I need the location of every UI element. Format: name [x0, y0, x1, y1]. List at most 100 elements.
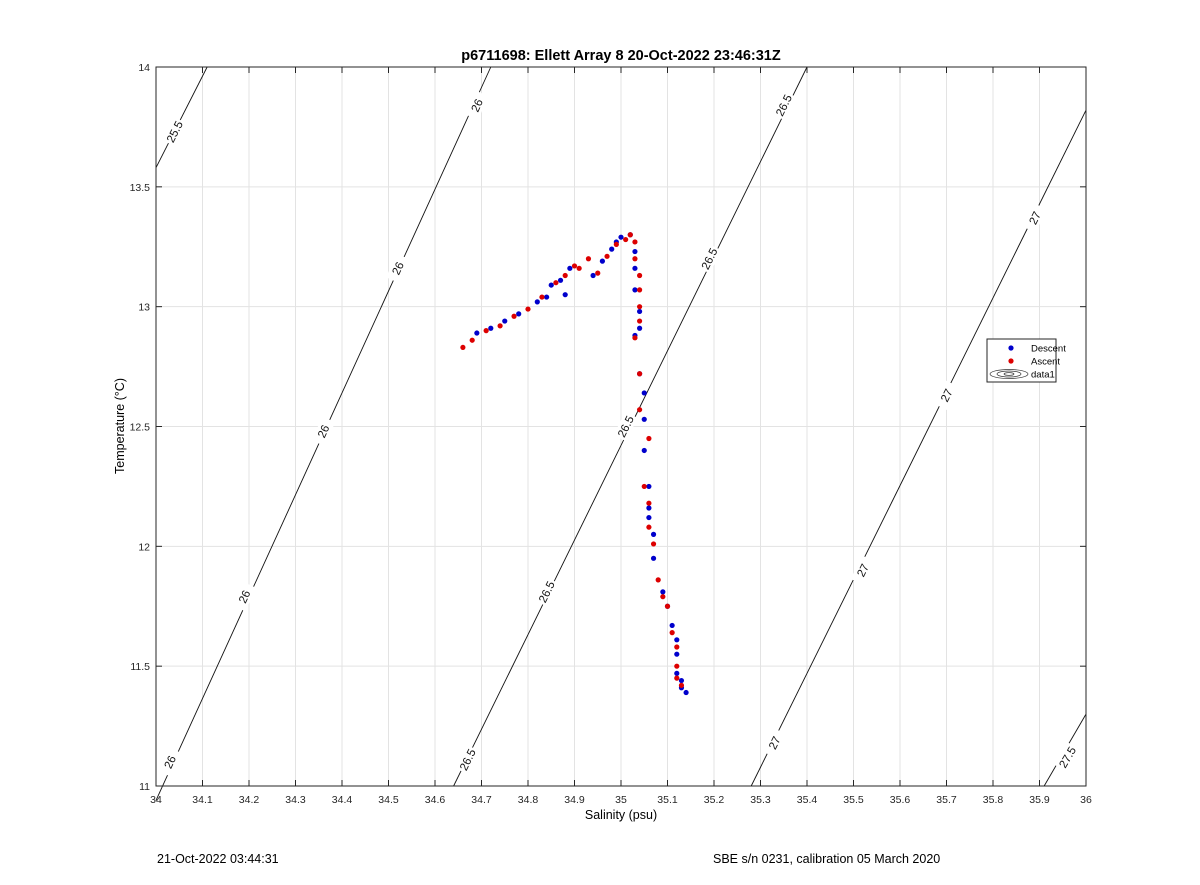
descent-point [678, 677, 685, 684]
contour-label-background [934, 380, 959, 411]
x-tick-label: 35.7 [936, 794, 957, 806]
x-tick-label: 35.2 [704, 794, 725, 806]
y-tick-label: 12 [138, 541, 150, 553]
descent-point [646, 505, 652, 511]
contour-label-text: 26.5 [458, 747, 479, 772]
ascent-point [623, 236, 629, 243]
x-tick-label: 35.3 [750, 794, 771, 806]
y-tick-label: 13.5 [130, 182, 151, 194]
descent-point [641, 447, 647, 454]
ascent-point [562, 272, 568, 279]
y-tick-label: 14 [138, 62, 150, 74]
x-tick-label: 35.8 [983, 794, 1004, 806]
ascent-point [641, 483, 647, 490]
ascent-point [637, 272, 643, 279]
ascent-point [674, 644, 680, 650]
descent-point [544, 294, 550, 300]
ascent-point [539, 294, 545, 300]
contour-label-text: 27 [767, 735, 783, 752]
descent-point [562, 292, 568, 298]
contour-label-text: 26 [163, 754, 179, 771]
legend: Descent Ascent data1 [986, 338, 1066, 383]
contour-label-text: 26.5 [700, 246, 721, 271]
ascent-point [571, 263, 578, 269]
y-tick-label: 13 [138, 302, 150, 314]
descent-point [641, 416, 647, 422]
contour-label: 26.5 [697, 243, 722, 274]
x-tick-label: 34.4 [332, 794, 353, 806]
ascent-point [646, 524, 652, 530]
contour-label-background [762, 728, 787, 758]
y-axis-ticks: 11 11.5 12 12.5 13 13.5 14 [130, 62, 1086, 793]
legend-ascent-label: Ascent [1031, 357, 1060, 368]
contour-label-text: 27 [1028, 210, 1044, 227]
contour-label: 26.5 [455, 744, 480, 775]
contour-label-background [1054, 742, 1080, 772]
ascent-point [460, 344, 466, 351]
x-tick-label: 34.2 [239, 794, 260, 806]
ascent-point [511, 313, 517, 319]
contour-label-text: 26 [316, 423, 332, 440]
x-tick-label: 35.6 [890, 794, 911, 806]
ascent-point [660, 594, 666, 600]
contour-label: 26 [311, 416, 336, 447]
contour-label-background [534, 577, 559, 607]
ascent-point [669, 630, 675, 636]
descent-point [618, 234, 624, 240]
contour-label-background [697, 243, 722, 274]
contour-label: 25.5 [162, 116, 187, 147]
y-axis-label: Temperature (°C) [113, 378, 127, 474]
x-tick-label: 36 [1080, 794, 1092, 806]
x-tick-label: 34.1 [192, 794, 213, 806]
descent-point [502, 318, 508, 324]
ascent-point [632, 256, 638, 262]
contour-label-background [613, 411, 638, 442]
x-tick-label: 35.1 [657, 794, 678, 806]
x-tick-label: 35.4 [797, 794, 818, 806]
contour-label: 26 [465, 90, 489, 121]
descent-point [674, 651, 680, 657]
x-tick-label: 34.5 [378, 794, 399, 806]
contour-label: 27 [1022, 203, 1047, 233]
ascent-point [627, 232, 633, 238]
ascent-point [664, 603, 671, 609]
footer-timestamp: 21-Oct-2022 03:44:31 [157, 852, 279, 866]
x-tick-label: 34 [150, 794, 162, 806]
chart-title: p6711698: Ellett Array 8 20-Oct-2022 23:… [461, 48, 781, 64]
contour-label-background [465, 90, 489, 121]
descent-point [557, 277, 564, 283]
descent-point [650, 555, 657, 561]
ascent-point [525, 306, 531, 312]
x-tick-label: 35 [615, 794, 627, 806]
contour-symbol-icon [989, 369, 1029, 379]
contour-label: 26.5 [534, 577, 559, 607]
ascent-point [576, 265, 582, 271]
contour-label: 27.5 [1054, 742, 1080, 772]
ascent-point [585, 256, 592, 262]
contour-label-text: 26 [391, 260, 407, 277]
y-tick-label: 11.5 [130, 661, 150, 673]
descent-point [609, 246, 615, 252]
y-tick-label: 12.5 [130, 422, 151, 434]
x-tick-label: 34.6 [425, 794, 446, 806]
x-tick-label: 34.3 [285, 794, 306, 806]
ascent-point [655, 577, 661, 583]
descent-point [641, 390, 647, 396]
ascent-point [674, 663, 680, 669]
contour-line [155, 66, 208, 168]
legend-data1-label: data1 [1031, 370, 1055, 381]
legend-ascent-marker [1008, 358, 1014, 364]
ascent-point [646, 500, 652, 506]
x-axis-ticks: 34 34.1 34.2 34.3 34.4 34.5 34.6 34.7 34.8 34.9 35… [150, 67, 1092, 806]
contour-label-background [311, 416, 336, 447]
ascent-point [637, 304, 643, 310]
ascent-point [613, 241, 619, 247]
contour-label-background [455, 744, 480, 775]
descent-point [590, 272, 596, 279]
x-axis-label: Salinity (psu) [585, 808, 657, 822]
x-tick-label: 34.8 [518, 794, 539, 806]
contour-label: 27 [850, 555, 875, 586]
ascent-point [637, 371, 643, 377]
x-tick-label: 34.9 [564, 794, 585, 806]
